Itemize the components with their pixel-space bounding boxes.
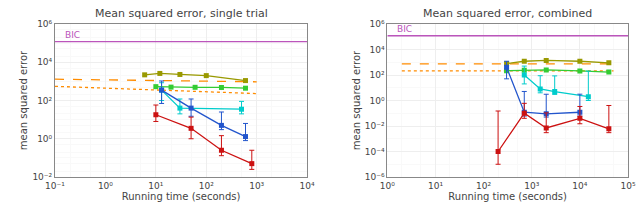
svg-text:mean squared error: mean squared error	[351, 50, 362, 150]
svg-text:10⁻⁴: 10⁻⁴	[365, 147, 385, 157]
svg-text:10⁶: 10⁶	[369, 19, 384, 29]
svg-text:Mean squared error, combined: Mean squared error, combined	[423, 7, 592, 20]
svg-text:10⁻⁶: 10⁻⁶	[365, 172, 385, 182]
svg-text:10³: 10³	[249, 181, 264, 191]
svg-text:10⁰: 10⁰	[98, 181, 113, 191]
svg-text:BIC: BIC	[65, 30, 80, 40]
svg-text:10⁴: 10⁴	[572, 181, 587, 191]
svg-text:10²: 10²	[369, 70, 384, 80]
svg-text:10⁰: 10⁰	[369, 96, 384, 106]
svg-text:10²: 10²	[476, 181, 491, 191]
svg-text:Running time (seconds): Running time (seconds)	[122, 191, 241, 202]
svg-text:10⁰: 10⁰	[380, 181, 395, 191]
svg-text:10⁻¹: 10⁻¹	[45, 181, 65, 191]
svg-text:10⁰: 10⁰	[37, 134, 52, 144]
svg-text:10⁴: 10⁴	[37, 57, 52, 67]
svg-text:10³: 10³	[524, 181, 539, 191]
svg-text:10⁶: 10⁶	[37, 19, 52, 29]
svg-text:10²: 10²	[37, 96, 52, 106]
svg-text:BIC: BIC	[397, 24, 412, 34]
svg-text:10¹: 10¹	[428, 181, 443, 191]
svg-text:10⁴: 10⁴	[300, 181, 315, 191]
svg-text:Mean squared error, single tri: Mean squared error, single trial	[95, 7, 268, 20]
svg-text:10⁴: 10⁴	[369, 45, 384, 55]
svg-text:10⁵: 10⁵	[620, 181, 635, 191]
svg-text:10⁻²: 10⁻²	[365, 121, 385, 131]
svg-text:10¹: 10¹	[148, 181, 163, 191]
svg-text:Running time (seconds): Running time (seconds)	[448, 191, 567, 202]
svg-text:10²: 10²	[199, 181, 214, 191]
svg-text:mean squared error: mean squared error	[18, 50, 29, 150]
svg-text:10⁻²: 10⁻²	[32, 172, 52, 182]
